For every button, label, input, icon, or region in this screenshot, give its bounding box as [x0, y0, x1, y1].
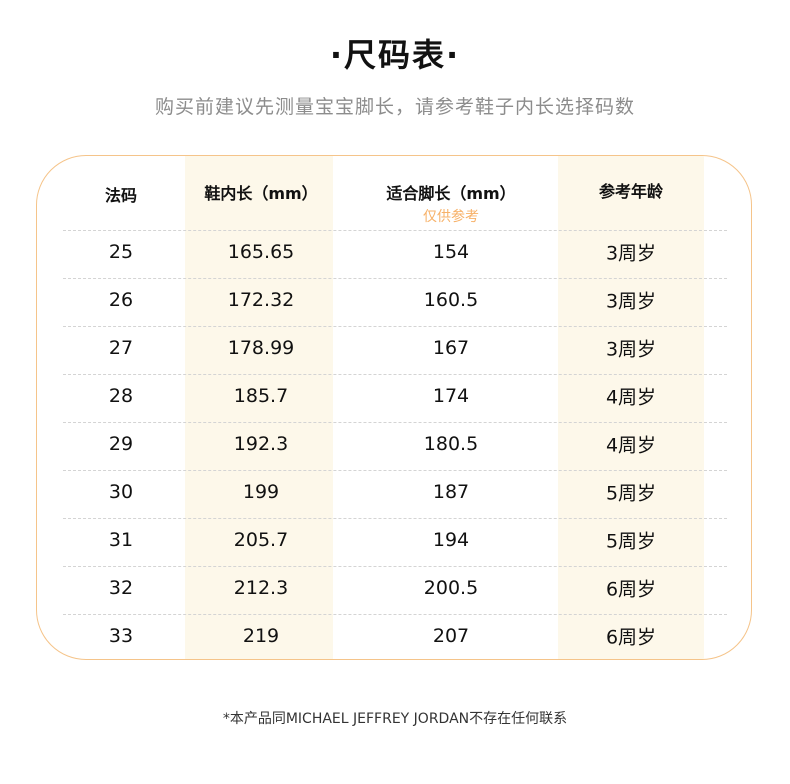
table-cell: 6周岁 [605, 626, 657, 649]
disclaimer: *本产品同MICHAEL JEFFREY JORDAN不存在任何联系 [222, 711, 568, 727]
table-cell: 4周岁 [605, 434, 657, 457]
table-cell: 25 [108, 241, 134, 263]
table-cell: 172.32 [227, 289, 295, 311]
shaded-column [185, 156, 333, 659]
shaded-column [558, 156, 704, 659]
table-cell: 31 [108, 529, 134, 551]
row-divider [63, 278, 727, 279]
table-cell: 178.99 [227, 337, 295, 359]
table-cell: 32 [108, 577, 134, 599]
row-divider [63, 374, 727, 375]
table-cell: 29 [108, 433, 134, 455]
table-cell: 27 [108, 337, 134, 359]
page-title: ·尺码表· [329, 36, 461, 74]
table-cell: 207 [432, 625, 470, 647]
table-cell: 192.3 [233, 433, 289, 455]
table-cell: 3周岁 [605, 242, 657, 265]
table-cell: 160.5 [423, 289, 479, 311]
table-cell: 212.3 [233, 577, 289, 599]
header-foot-length: 适合脚长（mm） [386, 184, 516, 203]
table-cell: 26 [108, 289, 134, 311]
table-cell: 174 [432, 385, 470, 407]
table-cell: 3周岁 [605, 338, 657, 361]
row-divider [63, 230, 727, 231]
table-cell: 219 [242, 625, 280, 647]
table-cell: 33 [108, 625, 134, 647]
table-cell: 5周岁 [605, 482, 657, 505]
table-cell: 154 [432, 241, 470, 263]
table-cell: 165.65 [227, 241, 295, 263]
row-divider [63, 518, 727, 519]
table-cell: 194 [432, 529, 470, 551]
row-divider [63, 422, 727, 423]
table-cell: 5周岁 [605, 530, 657, 553]
table-cell: 199 [242, 481, 280, 503]
row-divider [63, 326, 727, 327]
table-cell: 200.5 [423, 577, 479, 599]
table-cell: 185.7 [233, 385, 289, 407]
table-cell: 167 [432, 337, 470, 359]
table-cell: 4周岁 [605, 386, 657, 409]
subtitle: 购买前建议先测量宝宝脚长，请参考鞋子内长选择码数 [154, 96, 635, 118]
header-note: 仅供参考 [423, 209, 479, 225]
table-cell: 205.7 [233, 529, 289, 551]
table-cell: 187 [432, 481, 470, 503]
table-cell: 30 [108, 481, 134, 503]
table-cell: 6周岁 [605, 578, 657, 601]
table-cell: 28 [108, 385, 134, 407]
header-age: 参考年龄 [598, 182, 664, 201]
size-table: 法码 鞋内长（mm） 适合脚长（mm） 仅供参考 参考年龄 25 165.65 15… [36, 155, 752, 660]
header-inner-length: 鞋内长（mm） [204, 184, 318, 203]
row-divider [63, 614, 727, 615]
row-divider [63, 566, 727, 567]
header-size: 法码 [104, 186, 138, 205]
table-cell: 180.5 [423, 433, 479, 455]
table-cell: 3周岁 [605, 290, 657, 313]
row-divider [63, 470, 727, 471]
